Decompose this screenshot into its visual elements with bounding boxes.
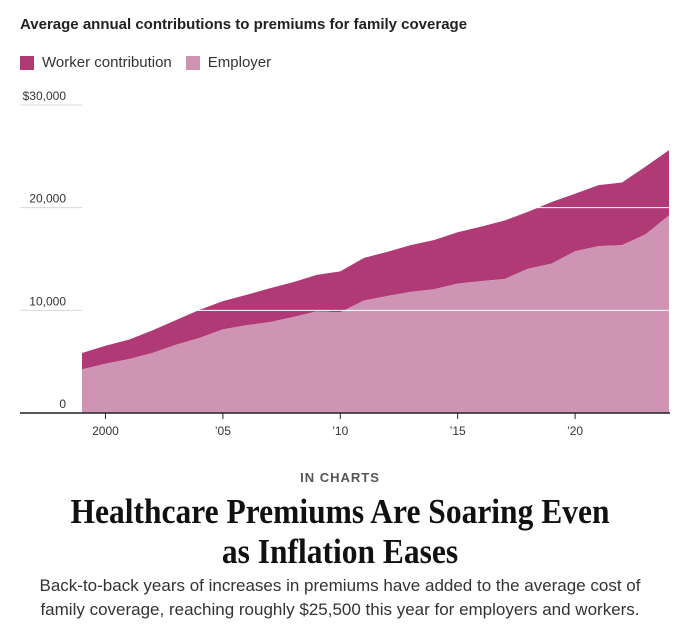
y-tick-label: 10,000 [29,294,66,308]
legend-label-employer: Employer [207,54,272,71]
series-area-employer [82,215,669,413]
chart-legend: Worker contribution Employer [20,54,285,71]
area-chart: 0 10,000 20,000 $30,000 2000 ’05 ’10 ’15 ’20 [20,89,670,438]
x-tick-label: ’05 [215,424,231,438]
legend-label-worker: Worker contribution [42,54,172,71]
legend-swatch-worker [20,55,34,70]
y-tick-label: 20,000 [29,192,66,206]
x-tick-label: ’20 [567,424,583,438]
series-area-worker-contribution [82,150,669,370]
legend-item-employer: Employer [185,54,272,71]
x-tick-label: ’15 [450,424,466,438]
legend-item-worker: Worker contribution [20,54,172,71]
legend-swatch-employer [185,55,200,70]
article-dek: Back-to-back years of increases in premi… [39,576,641,619]
x-tick-label: ’10 [332,424,348,438]
x-tick-label: 2000 [92,424,119,438]
y-tick-label: 0 [59,397,66,411]
y-tick-label: $30,000 [23,89,67,103]
article-kicker: IN CHARTS [300,470,380,485]
article-headline: Healthcare Premiums Are Soaring Even as … [70,492,610,571]
chart-title: Average annual contributions to premiums… [20,16,468,33]
